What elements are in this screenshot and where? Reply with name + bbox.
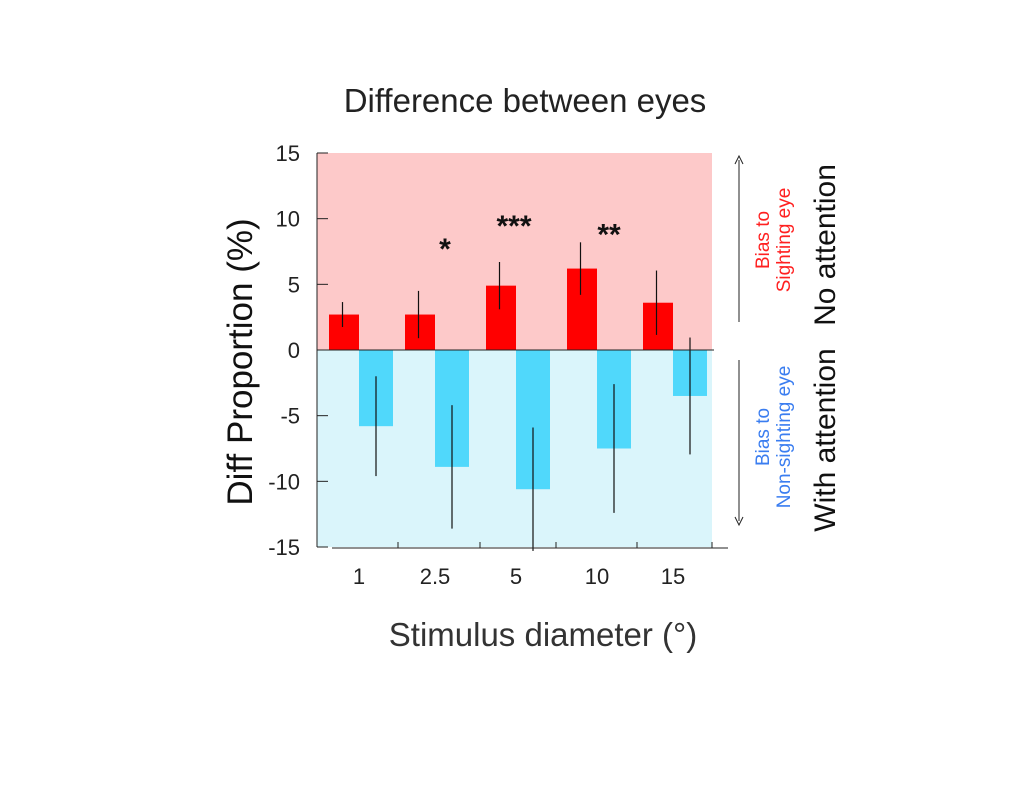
bar-no-attention-5: [486, 285, 516, 350]
x-tick-label: 5: [510, 564, 522, 589]
y-axis-label: Diff Proportion (%): [221, 218, 260, 505]
lower-condition: With attention: [809, 348, 842, 531]
x-tick-label: 1: [353, 564, 365, 589]
bar-no-attention-15: [643, 302, 673, 350]
upper-bias-line2: Sighting eye: [774, 188, 795, 293]
upper-annotation: Bias to Sighting eye No attention: [734, 154, 842, 326]
down-arrow-icon: [734, 516, 744, 527]
x-tick-label: 15: [661, 564, 685, 589]
axes: [316, 152, 728, 549]
y-tick-label: -5: [280, 404, 300, 429]
lower-bias-line1: Bias to: [753, 408, 774, 466]
x-tick-label: 2.5: [420, 564, 451, 589]
x-tick-labels: 1 2.5 5 10 15: [353, 564, 685, 589]
bar-no-attention-1: [329, 314, 359, 350]
significance-marker: ***: [496, 210, 531, 243]
significance-marker: **: [597, 218, 621, 251]
x-tick-label: 10: [585, 564, 609, 589]
bar-no-attention-10: [567, 268, 597, 350]
chart-title: Difference between eyes: [344, 82, 707, 119]
y-tick-label: -15: [268, 535, 300, 560]
y-tick-label: 0: [288, 338, 300, 363]
y-tick-label: -10: [268, 469, 300, 494]
bars: [329, 242, 707, 551]
y-tick-labels: 15 10 5 0 -5 -10 -15: [268, 141, 300, 560]
y-tick-label: 5: [288, 272, 300, 297]
lower-bias-line2: Non-sighting eye: [774, 366, 795, 509]
y-tick-label: 10: [276, 207, 300, 232]
lower-annotation: Bias to Non-sighting eye With attention: [734, 348, 842, 532]
upper-condition: No attention: [809, 164, 842, 326]
up-arrow-icon: [734, 154, 744, 165]
y-tick-label: 15: [276, 141, 300, 166]
upper-bias-line1: Bias to: [753, 211, 774, 269]
significance-marker: *: [439, 233, 451, 266]
bar-no-attention-2.5: [405, 314, 435, 350]
x-axis-label: Stimulus diameter (°): [389, 616, 697, 653]
significance-markers: **** **: [439, 210, 621, 266]
